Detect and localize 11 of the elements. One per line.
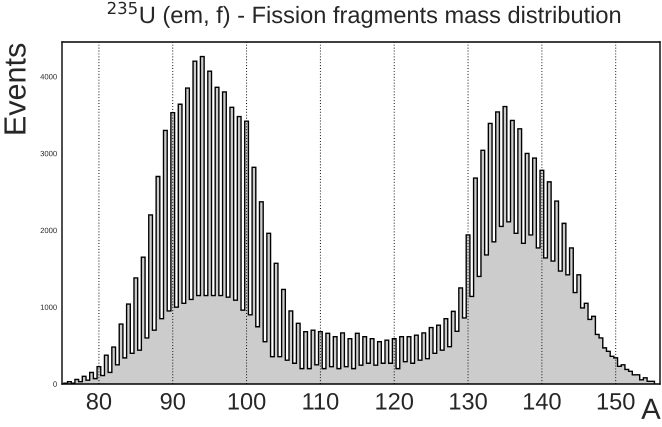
x-tick-label: 120	[376, 392, 413, 410]
x-tick-label: 150	[598, 392, 634, 410]
y-axis-title: Events	[4, 44, 26, 134]
x-tick-label: 90	[160, 392, 185, 410]
x-axis-title: A	[641, 398, 661, 419]
x-tick-label: 100	[228, 392, 266, 410]
x-tick-label: 140	[524, 392, 561, 410]
x-tick-label: 110	[303, 392, 338, 410]
chart-title: $^{235}$U (em, f) - Fission fragments mass distribution	[108, 2, 620, 28]
x-tick-label: 130	[450, 392, 487, 410]
x-tick-label: 80	[86, 392, 112, 410]
